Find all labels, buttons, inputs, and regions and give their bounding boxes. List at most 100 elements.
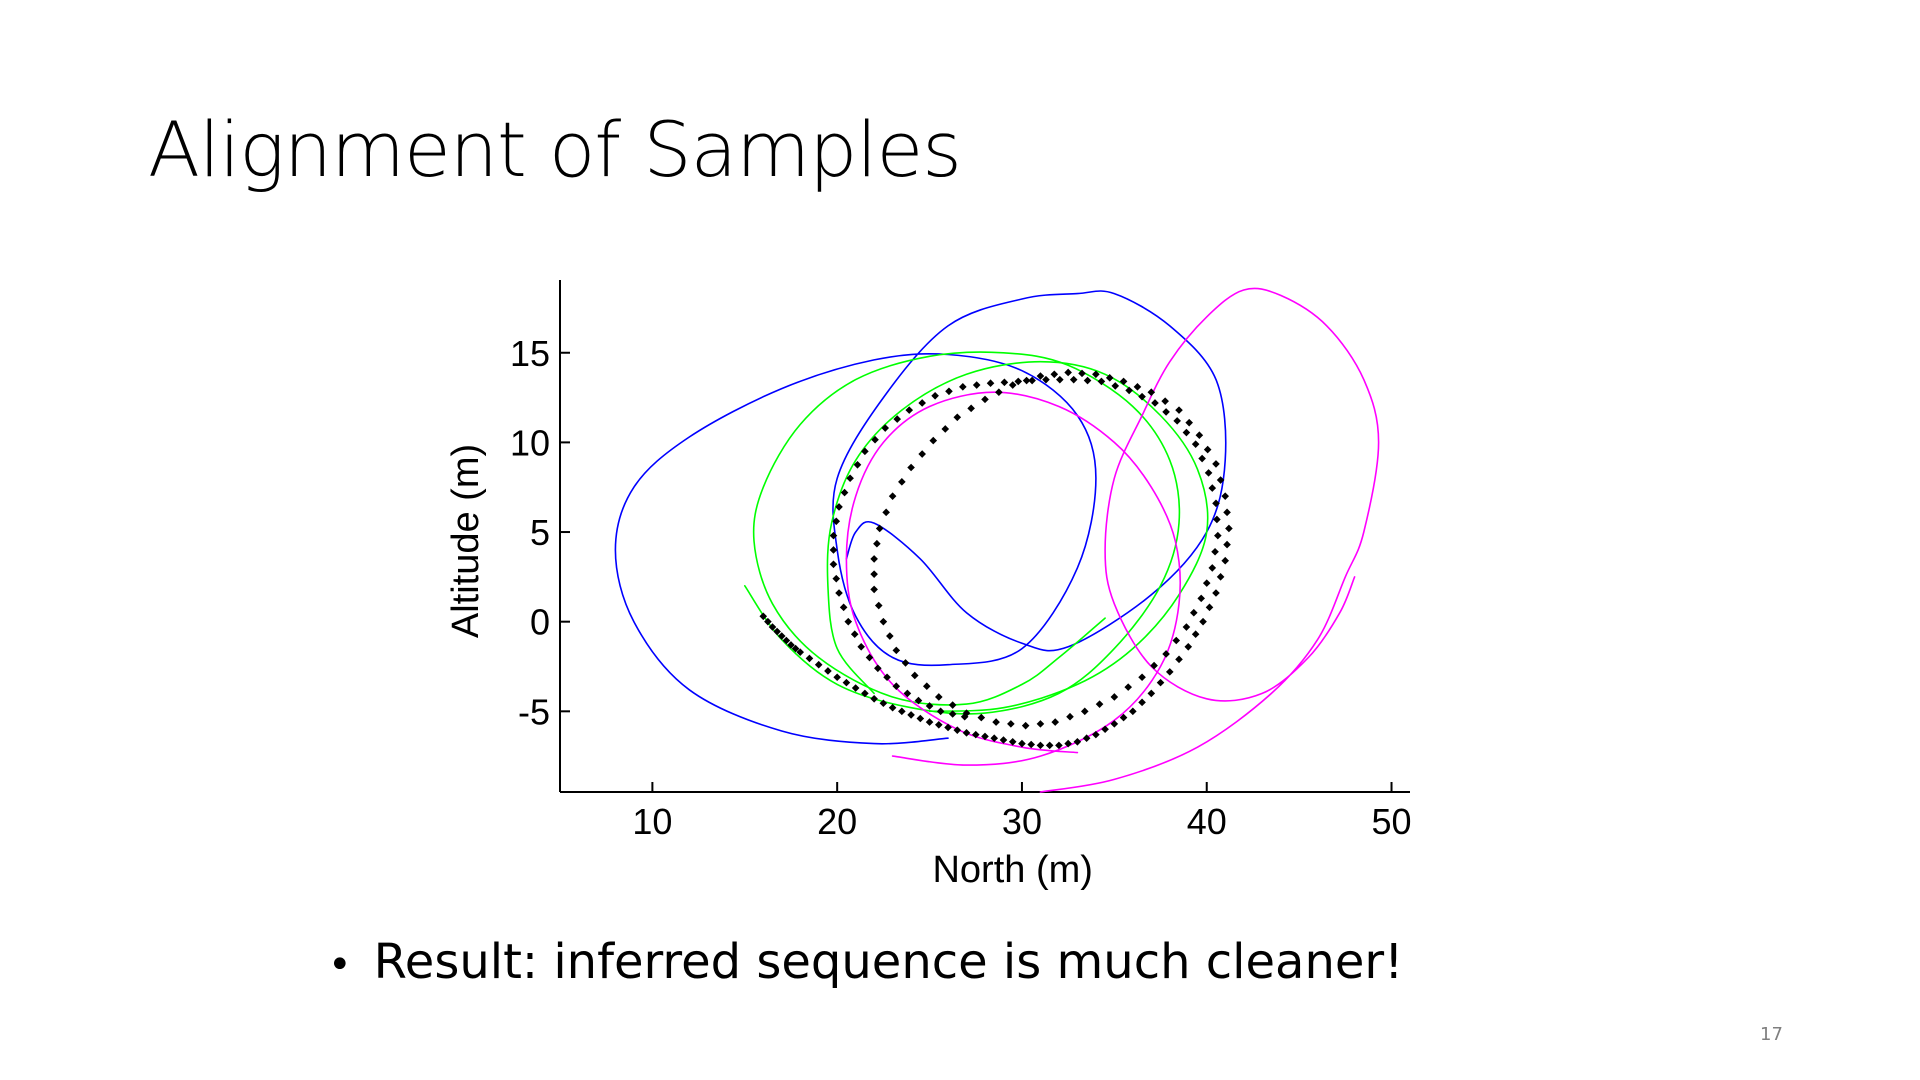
data-point-marker	[1097, 377, 1106, 386]
data-point-marker	[853, 461, 862, 469]
data-point-marker	[1045, 741, 1054, 750]
data-point-marker	[1190, 608, 1198, 617]
data-point-marker	[986, 379, 995, 388]
data-point-marker	[829, 531, 838, 540]
data-point-marker	[791, 644, 800, 653]
data-point-marker	[1198, 454, 1206, 463]
data-point-marker	[1182, 428, 1191, 437]
data-point-marker	[1080, 707, 1089, 716]
data-point-marker	[1173, 417, 1181, 425]
data-point-marker	[1214, 531, 1222, 540]
data-point-marker	[840, 488, 849, 497]
data-point-marker	[879, 617, 888, 626]
data-point-marker	[1110, 720, 1119, 728]
data-point-marker	[870, 585, 878, 594]
data-point-marker	[962, 729, 971, 737]
data-point-marker	[1042, 375, 1050, 384]
data-point-marker	[850, 630, 859, 639]
data-point-marker	[1069, 375, 1078, 384]
data-point-marker	[1225, 524, 1233, 533]
data-point-marker	[829, 560, 838, 569]
data-point-marker	[1125, 386, 1133, 395]
data-point-marker	[1133, 383, 1142, 391]
data-point-marker	[898, 478, 906, 486]
data-point-marker	[1184, 642, 1193, 651]
data-point-marker	[953, 726, 962, 734]
data-point-marker	[857, 642, 865, 651]
data-point-marker	[1212, 589, 1220, 597]
data-point-marker	[874, 601, 883, 610]
data-point-marker	[918, 450, 926, 458]
data-point-marker	[1124, 683, 1133, 691]
x-tick-label: 40	[1187, 801, 1227, 842]
data-point-marker	[1129, 707, 1137, 716]
bullet-item: • Result: inferred sequence is much clea…	[328, 938, 1403, 986]
data-point-marker	[1204, 469, 1213, 477]
data-point-marker	[901, 659, 910, 667]
data-point-marker	[1036, 372, 1045, 380]
inferred-sequence-markers	[759, 368, 1233, 750]
data-point-marker	[842, 678, 851, 687]
data-point-marker	[1021, 721, 1030, 730]
data-point-marker	[861, 689, 869, 698]
y-axis-label: Altitude (m)	[445, 444, 487, 638]
y-tick-label: 10	[510, 422, 550, 463]
data-point-marker	[1213, 515, 1221, 524]
y-tick-label: 0	[530, 602, 550, 643]
data-point-marker	[1162, 408, 1170, 416]
data-point-marker	[870, 694, 878, 703]
data-point-marker	[977, 713, 986, 722]
data-point-marker	[1014, 377, 1023, 386]
data-point-marker	[931, 391, 939, 400]
data-point-marker	[995, 388, 1003, 396]
data-point-marker	[1064, 739, 1072, 748]
page-number: 17	[1760, 1024, 1783, 1045]
y-tick-label: 15	[510, 333, 550, 374]
data-point-marker	[871, 435, 879, 444]
data-point-marker	[796, 648, 805, 656]
data-point-marker	[972, 381, 981, 389]
data-point-marker	[990, 734, 999, 743]
data-point-marker	[768, 623, 777, 631]
data-point-marker	[1110, 693, 1119, 701]
data-point-marker	[1216, 573, 1225, 581]
data-point-marker	[1092, 370, 1100, 379]
data-point-marker	[1151, 399, 1159, 407]
data-point-marker	[782, 636, 791, 645]
data-point-marker	[999, 736, 1008, 744]
data-point-marker	[832, 574, 841, 583]
data-point-marker	[1051, 718, 1060, 726]
data-point-marker	[844, 617, 853, 626]
data-point-marker	[1221, 556, 1230, 565]
data-point-marker	[1138, 698, 1146, 707]
data-point-marker	[929, 436, 938, 445]
data-point-marker	[1191, 440, 1200, 448]
data-point-marker	[1092, 730, 1100, 739]
x-axis-label: North (m)	[932, 849, 1092, 891]
data-point-marker	[962, 709, 971, 717]
data-point-marker	[925, 702, 934, 710]
data-point-marker	[886, 632, 894, 640]
data-point-marker	[1197, 594, 1205, 603]
data-point-marker	[959, 383, 967, 391]
data-point-marker	[981, 395, 989, 404]
data-point-marker	[992, 718, 1000, 726]
data-point-marker	[773, 627, 781, 636]
data-point-marker	[787, 641, 795, 649]
data-point-marker	[935, 720, 943, 729]
data-point-marker	[1008, 738, 1017, 746]
data-point-marker	[1182, 623, 1191, 631]
data-point-marker	[829, 546, 838, 554]
data-point-marker	[1191, 630, 1200, 639]
bullet-marker: •	[328, 942, 352, 988]
x-tick-label: 30	[1002, 801, 1042, 842]
data-point-marker	[971, 730, 980, 739]
data-point-marker	[865, 653, 874, 662]
data-point-marker	[835, 503, 843, 511]
y-tick-label: -5	[518, 691, 550, 732]
data-point-marker	[916, 714, 925, 723]
data-point-marker	[953, 413, 962, 422]
data-point-marker	[1073, 738, 1082, 746]
data-point-marker	[1175, 655, 1183, 664]
